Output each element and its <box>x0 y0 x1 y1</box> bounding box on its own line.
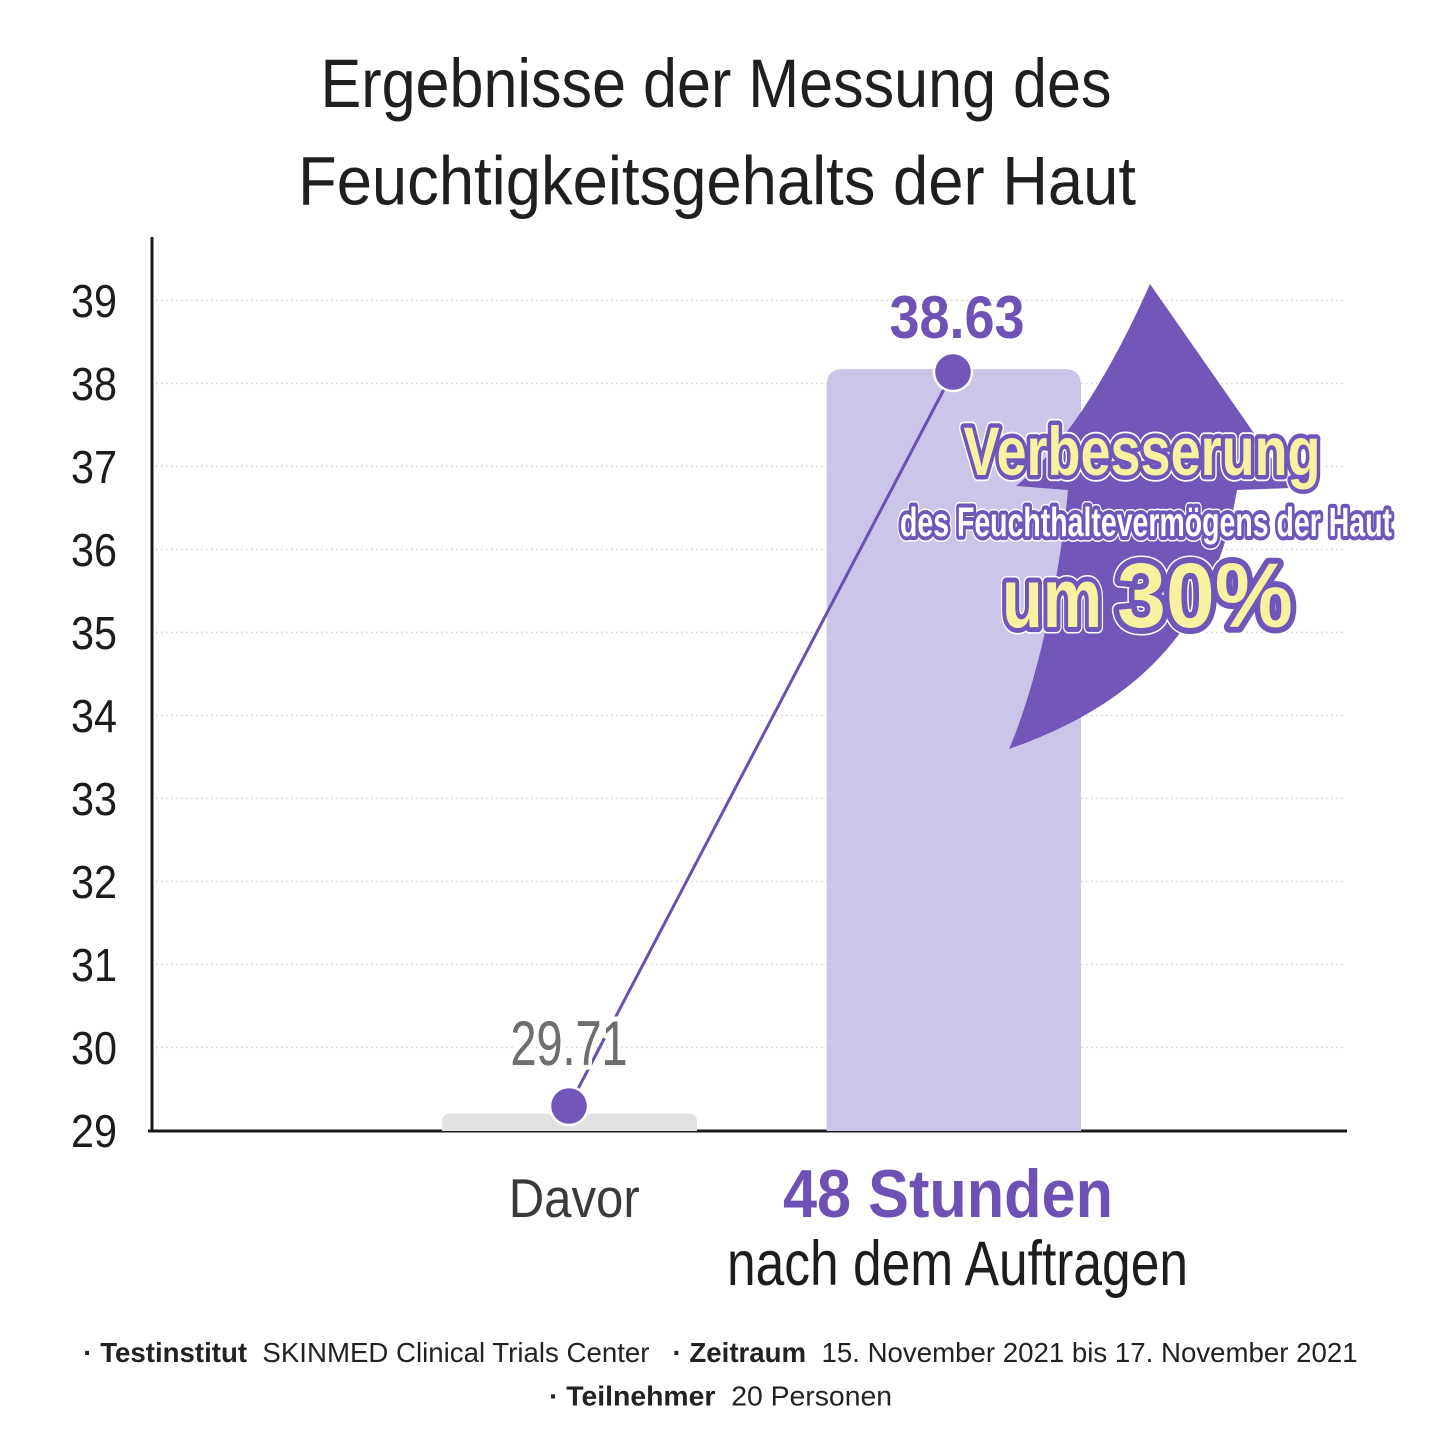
svg-text:32: 32 <box>71 856 117 908</box>
svg-text:30%: 30% <box>1117 545 1293 647</box>
svg-text:30%: 30% <box>1117 545 1293 647</box>
svg-text:36: 36 <box>71 524 117 576</box>
svg-text:29.71: 29.71 <box>511 1009 628 1079</box>
svg-text:· Teilnehmer 20 Personen: · Teilnehmer 20 Personen <box>549 1380 892 1412</box>
svg-text:48 Stunden: 48 Stunden <box>783 1156 1113 1232</box>
svg-text:Davor: Davor <box>509 1167 640 1229</box>
svg-text:37: 37 <box>71 441 117 493</box>
svg-text:31: 31 <box>71 939 117 991</box>
svg-text:29: 29 <box>71 1105 117 1157</box>
svg-text:38.63: 38.63 <box>890 284 1025 351</box>
svg-text:um: um <box>1002 551 1102 645</box>
svg-text:um: um <box>1002 551 1102 645</box>
svg-text:Verbesserung: Verbesserung <box>964 413 1321 490</box>
svg-text:29.71: 29.71 <box>511 1009 628 1079</box>
svg-text:· Testinstitut SKINMED Clinic: · Testinstitut SKINMED Clinical Trials C… <box>83 1337 1357 1368</box>
svg-text:35: 35 <box>71 607 117 659</box>
svg-text:39: 39 <box>71 275 117 327</box>
svg-text:Ergebnisse der Messung des: Ergebnisse der Messung des <box>321 45 1112 122</box>
svg-text:des Feuchthaltevermögens der H: des Feuchthaltevermögens der Haut <box>900 499 1392 545</box>
svg-text:nach dem Auftragen: nach dem Auftragen <box>727 1229 1188 1299</box>
svg-text:des Feuchthaltevermögens der H: des Feuchthaltevermögens der Haut <box>900 499 1392 545</box>
svg-text:30: 30 <box>71 1022 117 1074</box>
svg-text:Verbesserung: Verbesserung <box>964 413 1321 490</box>
svg-text:33: 33 <box>71 773 117 825</box>
svg-text:Feuchtigkeitsgehalts der Haut: Feuchtigkeitsgehalts der Haut <box>298 143 1136 220</box>
svg-text:34: 34 <box>71 690 117 742</box>
svg-text:38: 38 <box>71 358 117 410</box>
